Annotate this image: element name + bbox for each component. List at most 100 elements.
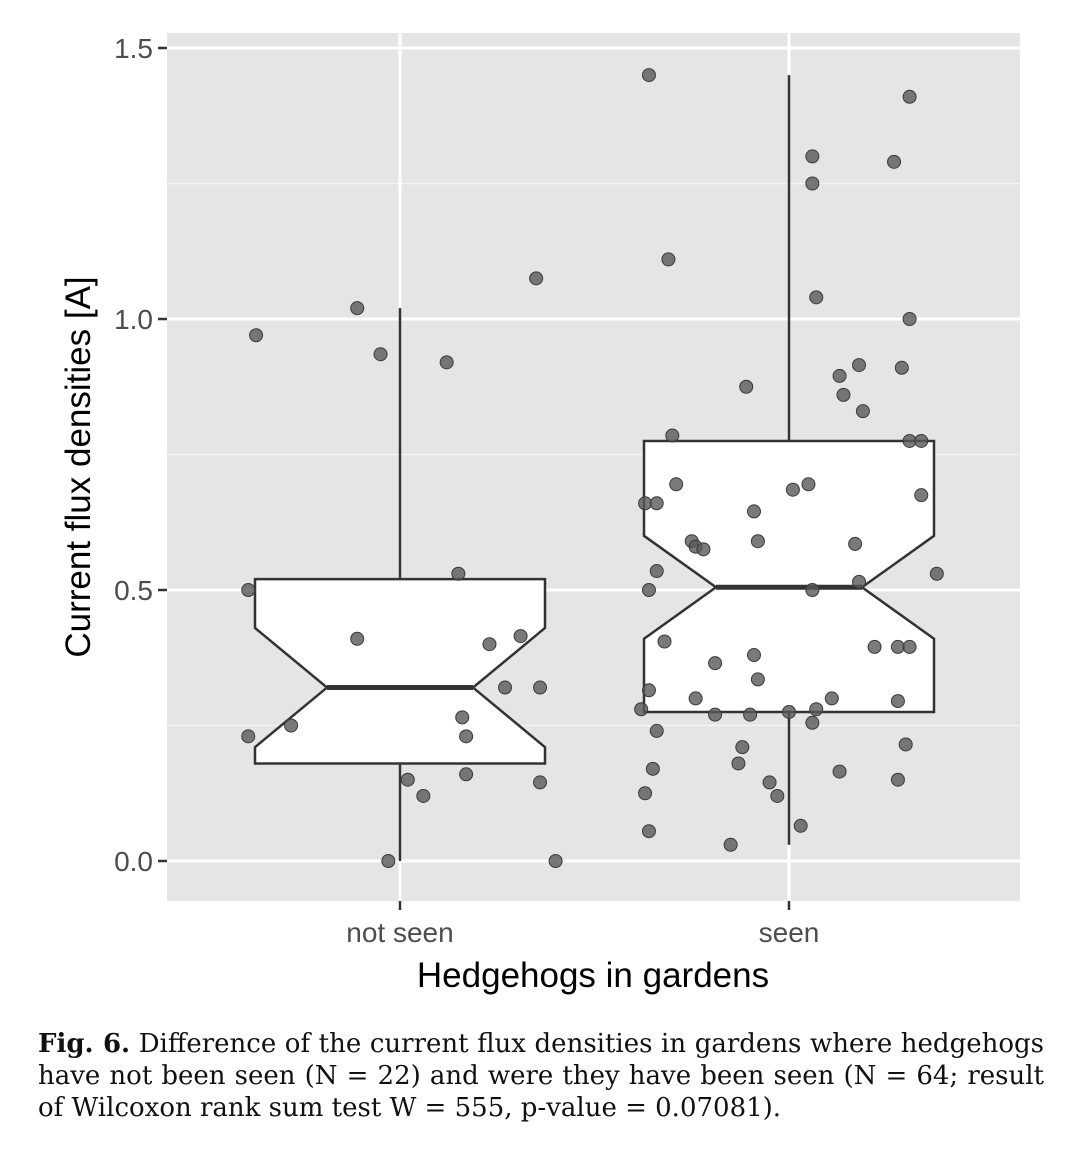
data-point [284,718,299,733]
data-point [669,477,684,492]
data-point [482,637,497,652]
data-point [852,358,867,373]
data-point [455,710,470,725]
data-point [459,729,474,744]
data-point [743,707,758,722]
data-point [498,680,513,695]
data-point [381,854,396,868]
data-point [649,496,664,511]
box-not-seen [253,308,547,861]
data-point [824,691,839,706]
y-axis-label: Current flux densities [A] [59,276,98,657]
data-point [249,328,264,343]
data-point [770,788,785,803]
data-point [661,252,676,267]
data-point [805,149,820,164]
data-point [641,683,656,698]
data-point [649,723,664,738]
data-point [867,639,882,654]
y-tick-label: 0.0 [114,846,153,877]
x-axis-label: Hedgehogs in gardens [417,956,769,995]
data-point [665,428,680,443]
data-point [902,312,917,326]
data-point [641,824,656,839]
data-point [373,347,388,362]
data-point [809,702,824,717]
data-point [513,629,528,644]
data-point [638,496,653,511]
data-point [902,433,917,448]
axes: 0.0 0.5 1.0 1.5 not seen seen [114,33,819,948]
data-point [696,542,711,557]
data-point [548,854,563,868]
data-point [688,691,703,706]
data-point [416,788,431,803]
data-point [708,707,723,722]
data-point [805,715,820,730]
box-seen [642,75,936,845]
data-point [890,694,905,709]
data-point [894,360,909,375]
data-point [887,154,902,169]
data-point [739,379,754,394]
data-point [902,89,917,104]
data-point [533,680,548,695]
y-tick-label: 1.5 [114,33,153,64]
data-point [533,775,548,790]
data-point [852,574,867,589]
data-point [649,564,664,579]
data-point [529,271,544,286]
data-point [855,404,870,419]
data-point [400,772,415,787]
data-point [929,566,944,581]
data-point [641,583,656,597]
data-point [848,536,863,551]
data-point [746,648,761,663]
data-point [890,772,905,787]
notched-box [253,577,547,765]
notched-box [642,439,936,714]
data-point [645,761,660,776]
data-points [241,68,944,868]
data-point [735,740,750,755]
data-point [241,729,256,744]
y-tick-label: 0.5 [114,575,153,606]
data-point [782,704,796,719]
data-point [762,775,777,790]
x-tick-label: seen [759,917,820,948]
boxplot-chart: 0.0 0.5 1.0 1.5 not seen seen Hedgehogs in ga… [59,33,1020,995]
data-point [723,837,738,852]
data-point [241,583,256,597]
boxes [253,75,936,861]
y-tick-label: 1.0 [114,304,153,335]
data-point [459,767,474,782]
data-point [890,639,905,654]
data-point [805,583,820,597]
data-point [805,176,820,191]
data-point [746,504,761,519]
data-point [634,702,649,717]
data-point [801,477,816,492]
caption-label: Fig. 6. [38,1029,131,1059]
data-point [914,433,929,448]
data-point [439,355,454,370]
data-point [902,639,917,654]
figure-caption: Fig. 6. Difference of the current flux d… [38,1028,1044,1124]
data-point [914,488,929,503]
caption-text: Difference of the current flux densities… [38,1029,1044,1123]
data-point [750,534,765,549]
data-point [809,290,824,305]
data-point [750,672,765,687]
data-point [451,566,466,581]
data-point [731,756,746,771]
data-point [641,68,656,83]
data-point [708,656,723,671]
data-point [832,368,847,383]
data-point [832,764,847,779]
data-point [638,786,653,801]
data-point [657,634,672,649]
data-point [350,631,365,646]
data-point [350,301,365,316]
data-point [898,737,913,752]
x-tick-label: not seen [346,917,453,948]
